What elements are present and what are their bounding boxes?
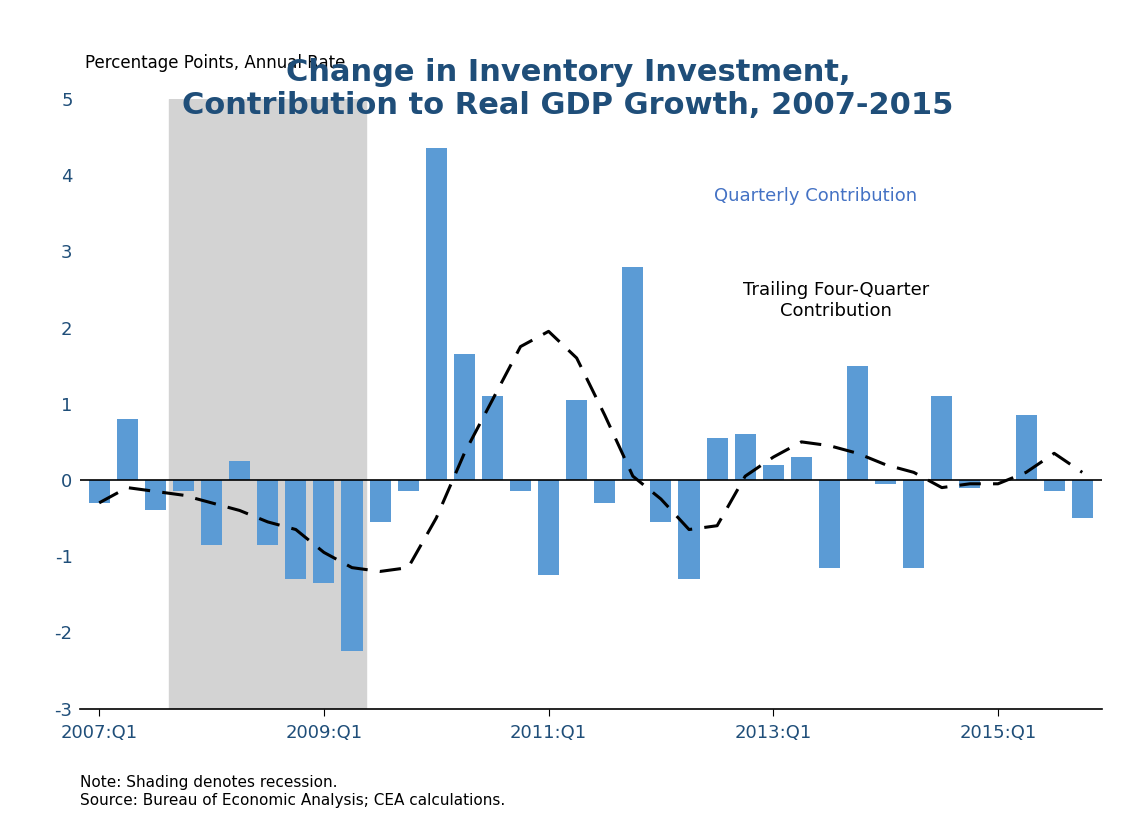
Bar <box>201 480 222 545</box>
Bar <box>960 480 980 488</box>
Text: Trailing Four-Quarter
Contribution: Trailing Four-Quarter Contribution <box>743 281 929 320</box>
Bar <box>342 480 362 652</box>
Bar <box>932 396 952 480</box>
Bar <box>117 419 137 480</box>
Bar <box>566 400 587 480</box>
Bar <box>847 366 868 480</box>
Bar <box>538 480 559 575</box>
Text: Percentage Points, Annual Rate: Percentage Points, Annual Rate <box>85 54 345 73</box>
Bar <box>1044 480 1064 491</box>
Bar <box>369 480 391 522</box>
Bar <box>1071 480 1093 518</box>
Bar <box>707 438 728 480</box>
Bar <box>594 480 616 503</box>
Bar <box>510 480 531 491</box>
Bar <box>285 480 307 579</box>
Bar <box>257 480 278 545</box>
Bar <box>398 480 419 491</box>
Bar <box>173 480 194 491</box>
Bar <box>875 480 896 484</box>
Bar <box>482 396 503 480</box>
Bar <box>89 480 110 503</box>
Bar <box>903 480 925 568</box>
Bar <box>314 480 334 583</box>
Bar <box>623 267 643 480</box>
Bar <box>453 354 475 480</box>
Text: Quarterly Contribution: Quarterly Contribution <box>715 187 917 205</box>
Bar <box>651 480 671 522</box>
Bar <box>735 434 755 480</box>
Text: Note: Shading denotes recession.
Source: Bureau of Economic Analysis; CEA calcul: Note: Shading denotes recession. Source:… <box>80 775 504 808</box>
Bar <box>229 461 250 480</box>
Bar <box>426 148 446 480</box>
Bar <box>144 480 166 511</box>
Bar <box>1016 415 1037 480</box>
Bar <box>819 480 840 568</box>
Bar <box>762 465 784 480</box>
Text: Change in Inventory Investment,
Contribution to Real GDP Growth, 2007-2015: Change in Inventory Investment, Contribu… <box>182 58 954 120</box>
Bar <box>678 480 700 579</box>
Bar <box>169 99 366 709</box>
Bar <box>791 457 812 480</box>
